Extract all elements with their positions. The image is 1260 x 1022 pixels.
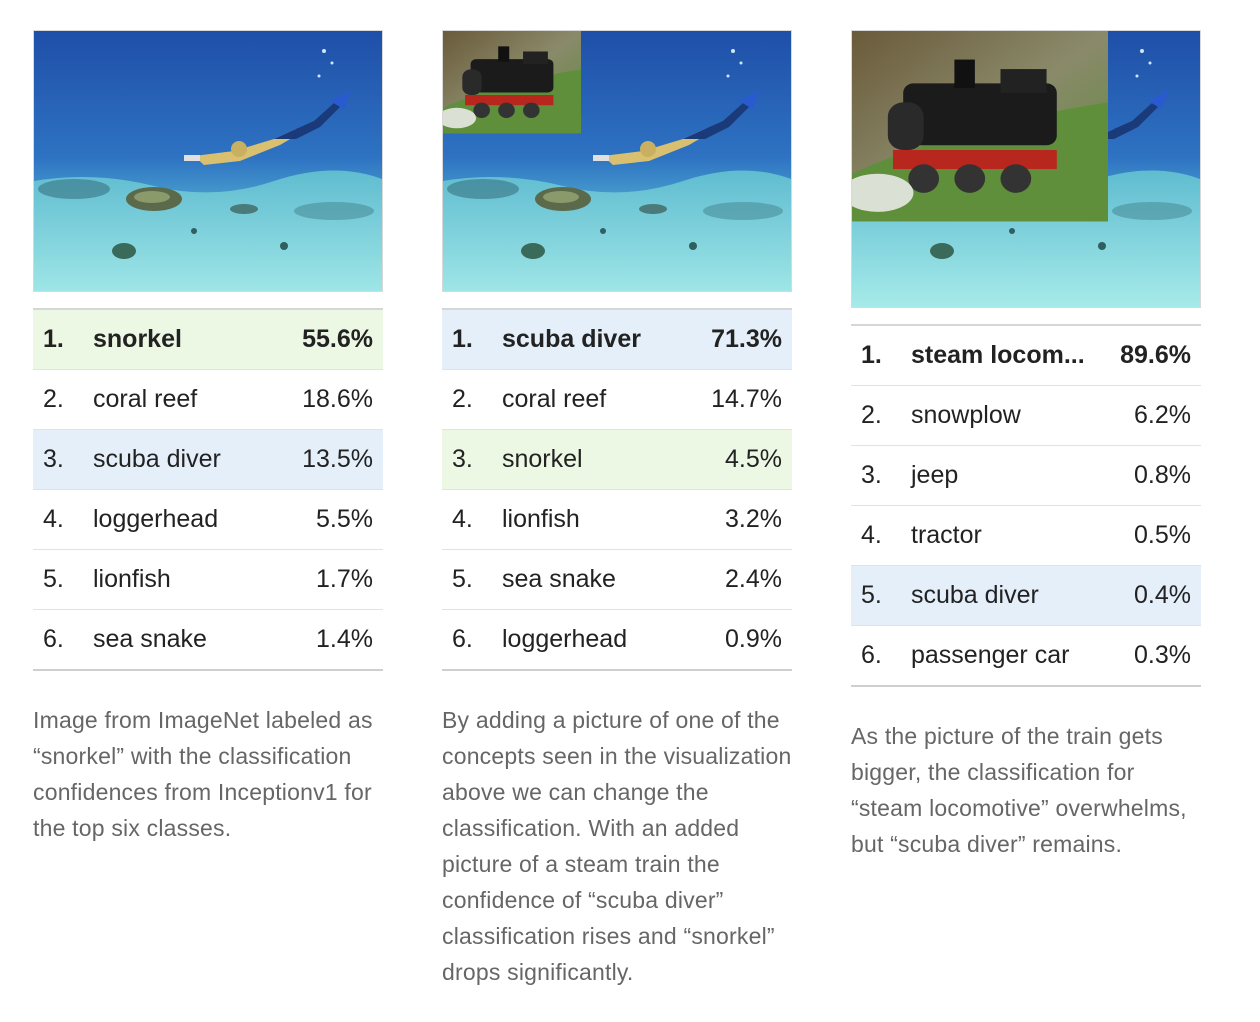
rank: 6.: [452, 625, 473, 653]
table-row: 5. sea snake 2.4%: [442, 550, 792, 610]
rank: 5.: [861, 581, 882, 609]
table-row: 6. passenger car 0.3%: [851, 626, 1201, 687]
table-row: 5. scuba diver 0.4%: [851, 566, 1201, 626]
table-row: 4. lionfish 3.2%: [442, 490, 792, 550]
rank: 2.: [43, 385, 64, 413]
classification-table: 1. steam locom... 89.6% 2. snowplow 6.2%…: [851, 324, 1201, 687]
caption: As the picture of the train gets bigger,…: [851, 723, 1187, 857]
confidence: 1.7%: [316, 565, 373, 593]
confidence: 0.3%: [1134, 641, 1191, 669]
class-label: coral reef: [93, 385, 198, 413]
rank: 1.: [43, 325, 64, 353]
confidence: 4.5%: [725, 445, 782, 473]
confidence: 0.8%: [1134, 461, 1191, 489]
class-label: steam locom...: [911, 341, 1085, 369]
table-row: 3. snorkel 4.5%: [442, 430, 792, 490]
confidence: 89.6%: [1120, 341, 1191, 369]
table-row: 1. scuba diver 71.3%: [442, 310, 792, 370]
rank: 2.: [861, 401, 882, 429]
table-row: 6. sea snake 1.4%: [33, 610, 383, 671]
confidence: 0.9%: [725, 625, 782, 653]
class-label: jeep: [911, 461, 959, 489]
table-row: 1. steam locom... 89.6%: [851, 326, 1201, 386]
underwater-photo-with-train: [442, 30, 792, 292]
confidence: 0.4%: [1134, 581, 1191, 609]
class-label: scuba diver: [502, 325, 641, 353]
rank: 3.: [861, 461, 882, 489]
class-label: snowplow: [911, 401, 1021, 429]
rank: 6.: [861, 641, 882, 669]
rank: 1.: [861, 341, 882, 369]
table-row: 6. loggerhead 0.9%: [442, 610, 792, 671]
confidence: 2.4%: [725, 565, 782, 593]
table-row: 2. coral reef 18.6%: [33, 370, 383, 430]
table-row: 3. jeep 0.8%: [851, 446, 1201, 506]
class-label: passenger car: [911, 641, 1070, 669]
class-label: scuba diver: [911, 581, 1039, 609]
confidence: 55.6%: [302, 325, 373, 353]
rank: 3.: [452, 445, 473, 473]
caption: By adding a picture of one of the concep…: [442, 707, 792, 985]
rank: 5.: [452, 565, 473, 593]
rank: 4.: [452, 505, 473, 533]
caption: Image from ImageNet labeled as “snorkel”…: [33, 707, 373, 841]
confidence: 5.5%: [316, 505, 373, 533]
underwater-photo: [33, 30, 383, 292]
table-row: 2. coral reef 14.7%: [442, 370, 792, 430]
confidence: 1.4%: [316, 625, 373, 653]
confidence: 71.3%: [711, 325, 782, 353]
table-row: 1. snorkel 55.6%: [33, 310, 383, 370]
table-row: 4. tractor 0.5%: [851, 506, 1201, 566]
class-label: scuba diver: [93, 445, 221, 473]
class-label: lionfish: [93, 565, 171, 593]
table-row: 4. loggerhead 5.5%: [33, 490, 383, 550]
rank: 3.: [43, 445, 64, 473]
classification-table: 1. scuba diver 71.3% 2. coral reef 14.7%…: [442, 308, 792, 671]
rank: 6.: [43, 625, 64, 653]
rank: 1.: [452, 325, 473, 353]
confidence: 14.7%: [711, 385, 782, 413]
confidence: 3.2%: [725, 505, 782, 533]
rank: 4.: [43, 505, 64, 533]
class-label: coral reef: [502, 385, 607, 413]
class-label: tractor: [911, 521, 982, 549]
confidence: 13.5%: [302, 445, 373, 473]
rank: 2.: [452, 385, 473, 413]
underwater-photo-with-large-train: [851, 30, 1201, 308]
class-label: loggerhead: [93, 505, 219, 533]
class-label: lionfish: [502, 505, 580, 533]
confidence: 0.5%: [1134, 521, 1191, 549]
class-label: sea snake: [93, 625, 207, 653]
table-row: 5. lionfish 1.7%: [33, 550, 383, 610]
confidence: 6.2%: [1134, 401, 1191, 429]
class-label: loggerhead: [502, 625, 628, 653]
table-row: 3. scuba diver 13.5%: [33, 430, 383, 490]
table-row: 2. snowplow 6.2%: [851, 386, 1201, 446]
confidence: 18.6%: [302, 385, 373, 413]
classification-table: 1. snorkel 55.6% 2. coral reef 18.6% 3. …: [33, 308, 383, 671]
class-label: sea snake: [502, 565, 616, 593]
rank: 5.: [43, 565, 64, 593]
class-label: snorkel: [93, 325, 182, 353]
rank: 4.: [861, 521, 882, 549]
class-label: snorkel: [502, 445, 583, 473]
